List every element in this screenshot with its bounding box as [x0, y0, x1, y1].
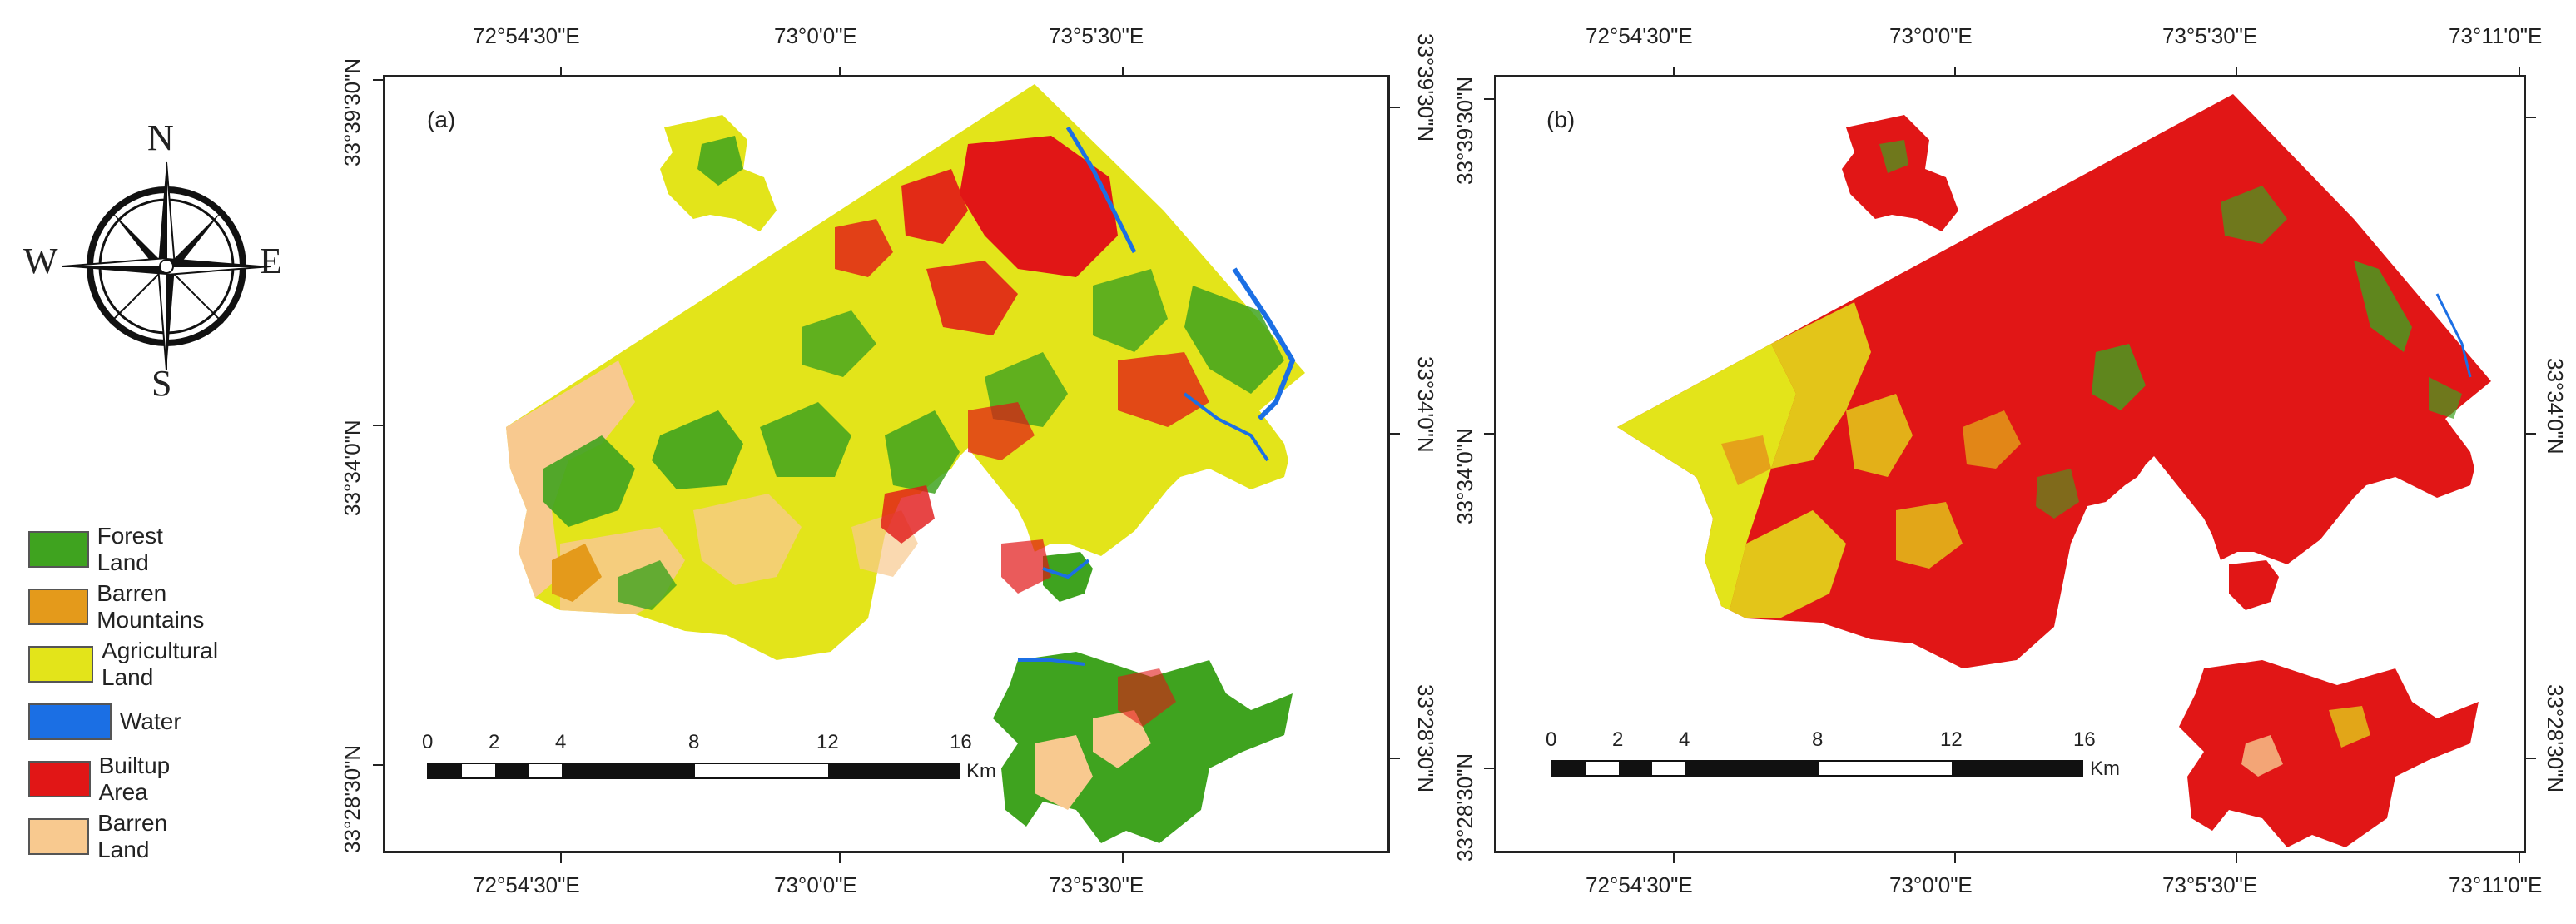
longitude-label-top: 72°54'30"E — [473, 23, 580, 48]
compass-east-label: E — [260, 241, 282, 281]
tick-mark — [1390, 107, 1400, 108]
scale-label: 16 — [2073, 728, 2096, 751]
latitude-label-left: 33°28'30"N — [1452, 753, 1477, 862]
latitude-label-left: 33°28'30"N — [340, 744, 365, 853]
legend-label: Agricultural Land — [102, 638, 219, 690]
legend-swatch — [28, 703, 112, 740]
tick-mark — [839, 853, 841, 863]
scale-bar-a — [427, 763, 960, 779]
latitude-label-left: 33°34'0"N — [340, 420, 365, 516]
scale-label: 2 — [489, 731, 500, 753]
legend-item-barren-mountains: Barren Mountains — [28, 580, 227, 633]
longitude-label-bottom: 73°0'0"E — [774, 872, 857, 897]
tick-mark — [2526, 758, 2536, 759]
scale-bar-b — [1551, 760, 2083, 777]
panel-label-b: (b) — [1546, 107, 1576, 132]
scale-label: 12 — [1940, 728, 1963, 751]
longitude-label-bottom: 73°5'30"E — [1049, 872, 1144, 897]
tick-mark — [1673, 67, 1675, 77]
tick-mark — [839, 67, 841, 77]
scale-unit: Km — [966, 760, 996, 782]
legend-label: Builtup Area — [98, 753, 171, 805]
scale-label: 16 — [950, 731, 972, 753]
tick-mark — [2526, 117, 2536, 118]
scale-unit: Km — [2090, 758, 2120, 780]
latitude-label-right: 33°28'30"N — [1413, 684, 1438, 793]
legend-item-forest-land: Forest Land — [28, 523, 186, 575]
tick-mark — [373, 79, 383, 81]
tick-mark — [2236, 67, 2237, 77]
tick-mark — [1484, 433, 1494, 435]
legend-item-agricultural-land: Agricultural Land — [28, 638, 236, 690]
latitude-label-right: 33°34'0"N — [1413, 356, 1438, 453]
scale-label: 8 — [1812, 728, 1824, 751]
tick-mark — [1390, 758, 1400, 759]
latitude-label-right: 33°39'30"N — [1413, 33, 1438, 142]
longitude-label-top: 73°5'30"E — [2162, 23, 2258, 48]
legend-item-water: Water — [28, 698, 181, 745]
tick-mark — [1390, 433, 1400, 435]
longitude-label-top: 73°5'30"E — [1049, 23, 1144, 48]
tick-mark — [2519, 67, 2520, 77]
tick-mark — [2236, 853, 2237, 863]
scale-label: 0 — [422, 731, 434, 753]
tick-mark — [560, 853, 562, 863]
legend-label: Forest Land — [97, 523, 163, 575]
longitude-label-top: 73°11'0"E — [2449, 23, 2543, 48]
compass-rose-icon — [62, 161, 271, 371]
legend-item-barren-land: Barren Land — [28, 810, 190, 862]
longitude-label-bottom: 73°5'30"E — [2162, 872, 2258, 897]
scale-label: 4 — [1679, 728, 1690, 751]
latitude-label-left: 33°39'30"N — [340, 57, 365, 166]
compass-north-label: N — [147, 117, 174, 158]
longitude-label-top: 72°54'30"E — [1586, 23, 1693, 48]
legend-swatch — [28, 589, 89, 625]
legend-label: Barren Land — [97, 810, 168, 862]
longitude-label-top: 73°0'0"E — [774, 23, 857, 48]
tick-mark — [2519, 853, 2520, 863]
north-arrow: N S W E — [17, 117, 300, 416]
panel-label-a: (a) — [427, 107, 456, 132]
tick-mark — [373, 764, 383, 766]
latitude-label-right: 33°34'0"N — [2543, 358, 2568, 455]
compass-south-label: S — [151, 363, 172, 404]
longitude-label-bottom: 73°0'0"E — [1889, 872, 1973, 897]
tick-mark — [373, 425, 383, 426]
tick-mark — [560, 67, 562, 77]
latitude-label-left: 33°39'30"N — [1452, 76, 1477, 185]
scale-label: 8 — [688, 731, 700, 753]
scale-label: 0 — [1546, 728, 1557, 751]
scale-label: 2 — [1612, 728, 1624, 751]
legend-swatch — [28, 818, 90, 855]
legend-swatch — [28, 646, 94, 683]
tick-mark — [1954, 67, 1956, 77]
legend-swatch — [28, 531, 89, 568]
tick-mark — [2526, 433, 2536, 435]
tick-mark — [1484, 98, 1494, 100]
longitude-label-top: 73°0'0"E — [1889, 23, 1973, 48]
scale-label: 4 — [555, 731, 567, 753]
map-panel-a: (a) — [383, 75, 1390, 853]
compass-west-label: W — [23, 241, 58, 281]
latitude-label-left: 33°34'0"N — [1452, 428, 1477, 524]
legend-label: Barren Mountains — [97, 580, 205, 633]
land-use-map-b — [1617, 94, 2491, 847]
longitude-label-bottom: 72°54'30"E — [1586, 872, 1693, 897]
legend-swatch — [28, 761, 91, 797]
longitude-label-bottom: 72°54'30"E — [473, 872, 580, 897]
tick-mark — [1484, 768, 1494, 769]
map-panel-b: (b) 0 2 4 8 12 16 Km — [1494, 75, 2526, 853]
longitude-label-bottom: 73°11'0"E — [2449, 872, 2543, 897]
tick-mark — [1673, 853, 1675, 863]
scale-label: 12 — [816, 731, 839, 753]
tick-mark — [1122, 853, 1124, 863]
latitude-label-right: 33°28'30"N — [2543, 684, 2568, 793]
tick-mark — [1954, 853, 1956, 863]
land-use-map-a — [506, 84, 1305, 843]
tick-mark — [1122, 67, 1124, 77]
legend-label: Water — [120, 708, 181, 734]
legend-item-builtup-area: Builtup Area — [28, 753, 191, 805]
